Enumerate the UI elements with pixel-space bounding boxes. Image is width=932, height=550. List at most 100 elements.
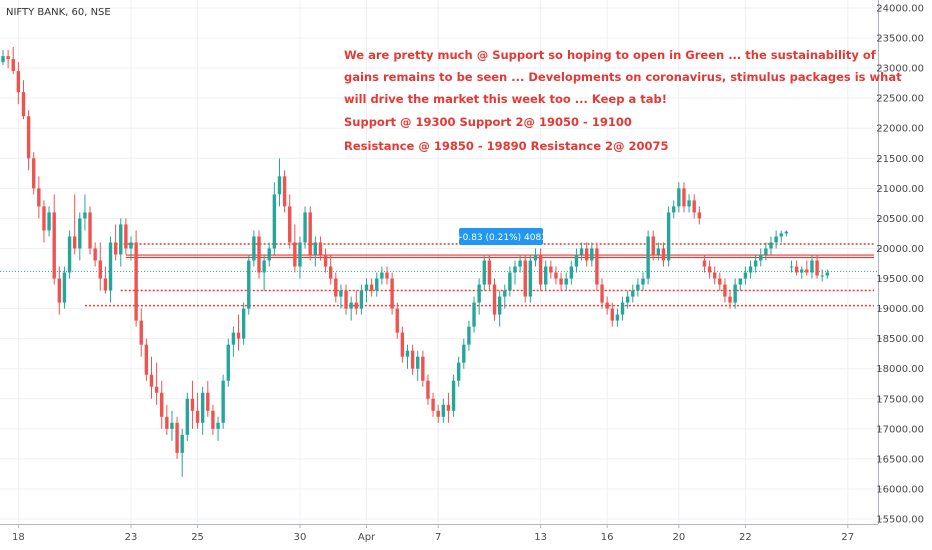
time-axis[interactable]: 18 23 25 30 Apr 7 13 16 20 22 27	[0, 524, 878, 543]
candle	[298, 236, 302, 279]
candle-body	[477, 284, 481, 303]
candle-body	[52, 212, 56, 279]
annotation-line-1: We are pretty much @ Support so hoping t…	[344, 48, 877, 62]
candle	[584, 242, 589, 267]
candle	[707, 260, 712, 279]
candle-body	[728, 296, 732, 303]
candle-body	[349, 302, 353, 309]
candle-body	[677, 188, 681, 207]
candle-body	[236, 332, 241, 339]
candle-body	[395, 308, 399, 333]
price-tick-label: 18000.00	[876, 364, 924, 375]
price-axis-ticks: 15500.00 16000.00 16500.00 17000.00 17500.00…	[876, 4, 924, 526]
candle-body	[513, 266, 517, 273]
candle	[759, 248, 763, 267]
candle-body	[559, 278, 563, 285]
candle-body	[800, 269, 804, 273]
candle	[62, 266, 67, 309]
candle	[497, 290, 502, 327]
candle-body	[426, 380, 430, 399]
candle-body	[743, 272, 748, 279]
candle	[625, 290, 630, 309]
candle-body	[385, 272, 389, 279]
candle	[697, 206, 702, 225]
candle	[677, 182, 681, 213]
candle	[441, 398, 446, 423]
candle	[610, 302, 614, 327]
candle-body	[533, 254, 538, 261]
candle	[579, 242, 584, 261]
measure-tooltip-background	[459, 228, 543, 245]
annotation-line-2: gains remains to be seen ... Development…	[344, 70, 902, 84]
candle	[385, 266, 389, 285]
candle-body	[472, 302, 476, 327]
candle	[508, 266, 512, 297]
candle-body	[595, 248, 599, 285]
candle-body	[487, 260, 492, 285]
candle	[528, 254, 533, 303]
candle	[462, 338, 466, 369]
candle-body	[37, 188, 41, 207]
candle-body	[241, 308, 246, 339]
candle-body	[62, 272, 67, 303]
candle-body	[318, 242, 323, 255]
candle-body	[313, 242, 318, 255]
candle	[11, 47, 15, 75]
candle	[221, 374, 225, 429]
candle	[32, 152, 36, 195]
measure-tooltip[interactable]: +0.83 (0.21%) 4083	[455, 228, 547, 245]
candle	[323, 248, 328, 273]
candle	[815, 254, 819, 279]
candle-body	[672, 206, 676, 213]
candle	[513, 260, 517, 285]
candle-body	[554, 272, 558, 279]
candle-body	[160, 392, 164, 417]
candle	[533, 248, 538, 267]
candle-body	[288, 206, 292, 243]
candle	[303, 206, 307, 249]
candle-body	[369, 284, 374, 291]
measure-tooltip-text: +0.83 (0.21%) 4083	[455, 233, 547, 243]
candle	[241, 302, 246, 345]
candle-body	[820, 275, 824, 277]
candle	[487, 254, 492, 291]
candle-body	[431, 398, 435, 411]
candle-body	[692, 200, 696, 213]
candle	[687, 194, 691, 213]
candle	[748, 260, 753, 279]
candle-body	[651, 236, 655, 255]
candle	[559, 272, 563, 291]
candle-body	[170, 422, 174, 429]
price-tick-label: 23500.00	[876, 34, 924, 45]
candle	[154, 362, 159, 405]
candle-body	[134, 242, 138, 321]
candle-body	[21, 92, 26, 117]
candle	[134, 230, 138, 327]
candle	[57, 266, 62, 315]
candle	[764, 242, 768, 261]
time-tick-label: 7	[435, 532, 441, 543]
candle	[595, 242, 599, 291]
candle	[364, 278, 369, 303]
candle-body	[144, 344, 149, 375]
candle	[733, 278, 737, 309]
candle-body	[682, 188, 686, 207]
candle	[339, 284, 343, 309]
candle	[262, 254, 266, 291]
chart-annotation[interactable]: We are pretty much @ Support so hoping t…	[344, 48, 902, 153]
price-axis[interactable]: 15500.00 16000.00 16500.00 17000.00 17500.00…	[876, 0, 924, 526]
candle	[800, 266, 804, 279]
candle-body	[272, 194, 277, 249]
candle-body	[544, 266, 548, 285]
candle-body	[503, 290, 507, 297]
candle-body	[293, 242, 297, 267]
candle-body	[748, 266, 753, 273]
time-tick-label: 18	[12, 532, 25, 543]
candle-body	[200, 392, 205, 423]
candle	[549, 260, 553, 279]
candle	[825, 269, 830, 279]
candle-body	[185, 398, 190, 435]
candle-body	[697, 212, 702, 219]
